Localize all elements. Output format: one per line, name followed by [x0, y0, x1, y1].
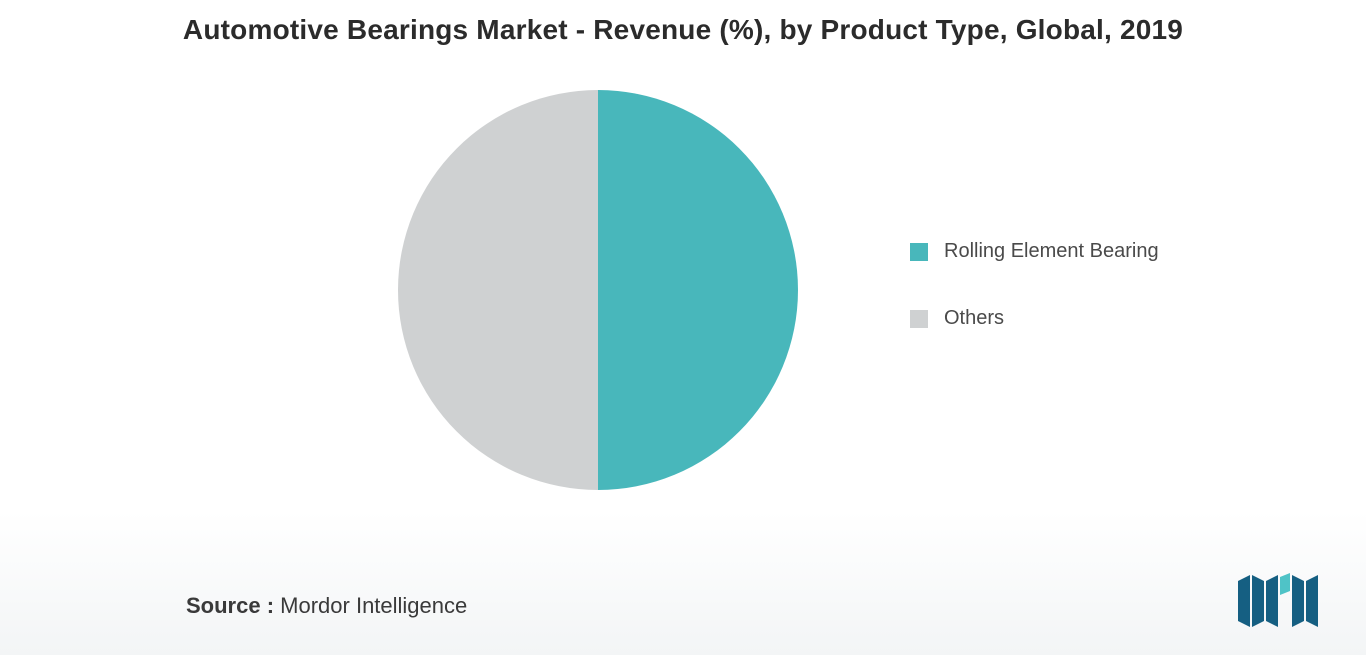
chart-container: Automotive Bearings Market - Revenue (%)…	[0, 0, 1366, 655]
legend-swatch	[910, 310, 928, 328]
legend-label: Rolling Element Bearing	[944, 240, 1159, 263]
source-value: Mordor Intelligence	[280, 593, 467, 618]
legend-label: Others	[944, 307, 1004, 330]
legend-item: Rolling Element Bearing	[910, 240, 1159, 263]
legend: Rolling Element Bearing Others	[910, 240, 1159, 330]
legend-swatch	[910, 243, 928, 261]
pie-graphic	[398, 90, 798, 490]
pie-chart	[398, 90, 798, 490]
brand-logo	[1236, 571, 1320, 629]
source-label: Source :	[186, 593, 274, 618]
chart-title: Automotive Bearings Market - Revenue (%)…	[0, 14, 1366, 46]
brand-logo-icon	[1236, 571, 1320, 629]
source-attribution: Source : Mordor Intelligence	[186, 593, 467, 619]
legend-item: Others	[910, 307, 1159, 330]
